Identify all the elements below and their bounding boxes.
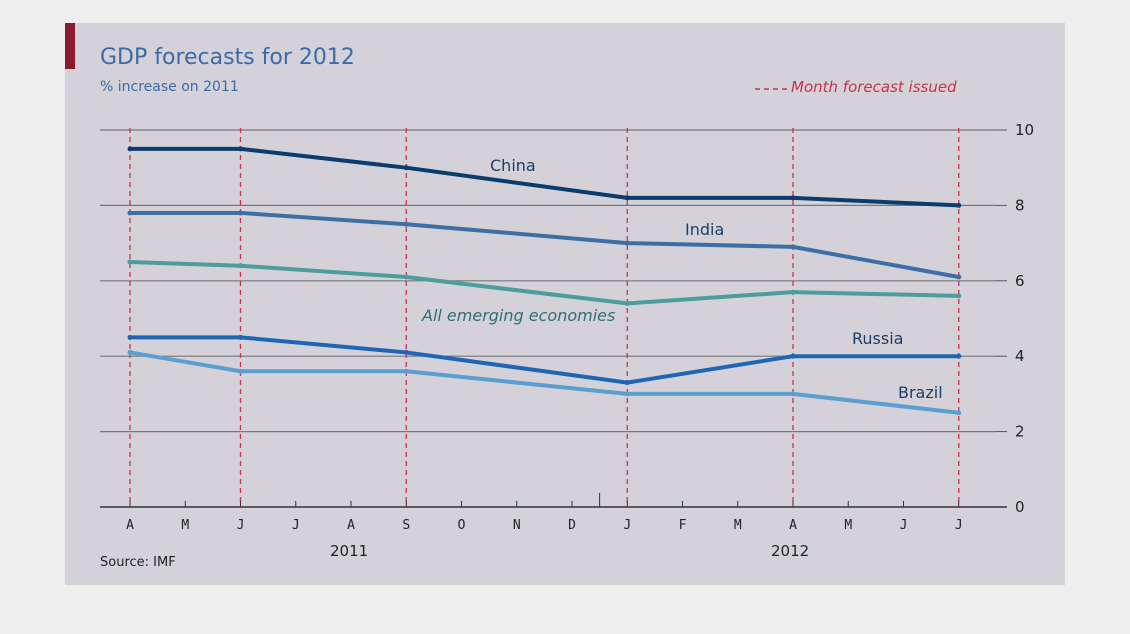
data-point <box>956 410 962 416</box>
data-point <box>403 274 409 280</box>
series-label-brazil: Brazil <box>898 383 943 402</box>
data-point <box>624 380 630 386</box>
source-note: Source: IMF <box>100 555 176 570</box>
chart-card: 0 2 4 6 8 10 A M J J A S O N D J F M A M J J China India All eme… <box>65 23 1065 585</box>
series-line-brazil <box>128 350 961 415</box>
y-tick-label: 8 <box>1015 196 1025 214</box>
y-tick-label: 6 <box>1015 272 1025 290</box>
x-tick-label: A <box>347 518 355 533</box>
data-point <box>403 165 409 171</box>
data-point <box>127 334 133 340</box>
year-label-2011: 2011 <box>330 542 369 560</box>
year-label-2012: 2012 <box>771 542 810 560</box>
accent-bar <box>65 23 75 69</box>
series-line-india <box>128 210 961 280</box>
x-tick-label: M <box>844 518 852 533</box>
series-label-china: China <box>490 156 536 175</box>
data-point <box>238 334 243 340</box>
series-line-russia <box>128 335 961 385</box>
series-label-india: India <box>685 220 724 239</box>
y-tick-label: 0 <box>1015 498 1025 516</box>
legend-label: Month forecast issued <box>791 78 957 96</box>
data-point <box>403 349 409 355</box>
x-tick-label: A <box>126 518 134 533</box>
data-point <box>624 300 630 306</box>
data-point <box>956 202 962 208</box>
chart-title: GDP forecasts for 2012 <box>100 45 355 70</box>
data-point <box>127 259 133 265</box>
data-point <box>238 210 243 216</box>
data-point <box>790 195 796 201</box>
y-tick-label: 4 <box>1015 347 1025 365</box>
x-tick-label: F <box>679 518 687 533</box>
data-point <box>624 391 630 397</box>
data-point <box>238 368 243 374</box>
data-point <box>127 146 133 152</box>
data-point <box>624 240 630 246</box>
x-tick-label: J <box>623 518 631 533</box>
x-tick-label: J <box>955 518 963 533</box>
x-tick-label: M <box>181 518 189 533</box>
data-point <box>790 391 796 397</box>
data-point <box>624 195 630 201</box>
data-point <box>127 210 133 216</box>
series-line-china <box>128 146 961 208</box>
data-point <box>956 293 962 299</box>
x-tick-label: A <box>789 518 797 533</box>
chart-plot: 0 2 4 6 8 10 A M J J A S O N D J F M A M J J China India All eme… <box>65 23 1034 533</box>
data-point <box>790 353 796 359</box>
data-point <box>127 349 133 355</box>
data-point <box>238 146 243 152</box>
x-tick-label: D <box>568 518 576 533</box>
x-tick-label: J <box>237 518 245 533</box>
x-tick-label: J <box>900 518 908 533</box>
data-point <box>238 263 243 269</box>
x-tick-label: S <box>402 518 410 533</box>
chart-subtitle: % increase on 2011 <box>100 79 239 95</box>
data-point <box>956 274 962 280</box>
series-line-all-emerging-economies <box>128 259 961 306</box>
data-point <box>790 244 796 250</box>
data-point <box>403 368 409 374</box>
data-point <box>790 289 796 295</box>
y-tick-label: 2 <box>1015 423 1025 441</box>
x-tick-label: M <box>734 518 742 533</box>
y-tick-label: 10 <box>1015 121 1034 139</box>
x-tick-label: N <box>513 518 521 533</box>
data-point <box>956 353 962 359</box>
series-label-all-emerging-economies: All emerging economies <box>421 306 615 325</box>
data-point <box>403 221 409 227</box>
series-label-russia: Russia <box>852 329 903 348</box>
x-tick-label: J <box>292 518 300 533</box>
x-tick-label: O <box>458 518 466 533</box>
